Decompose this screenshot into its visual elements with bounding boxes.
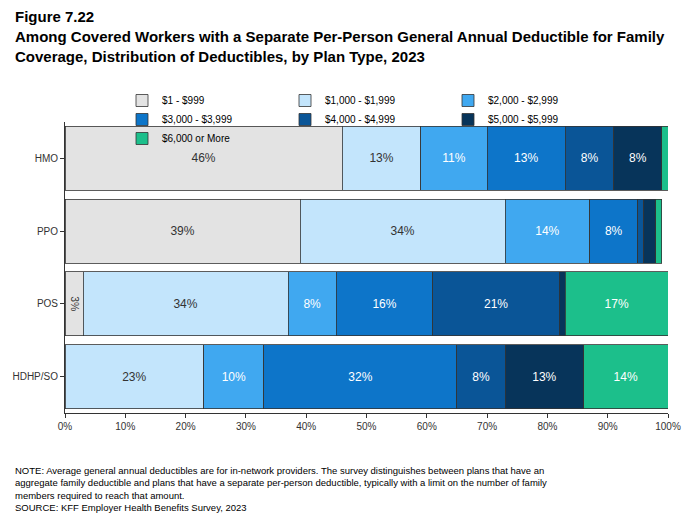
svg-text:$5,000 - $5,999: $5,000 - $5,999 [488,114,558,125]
svg-text:39%: 39% [170,224,194,238]
svg-text:32%: 32% [348,370,372,384]
svg-text:8%: 8% [472,370,490,384]
svg-text:HMO: HMO [35,153,59,164]
svg-text:Among Covered Workers with a S: Among Covered Workers with a Separate Pe… [15,28,665,65]
svg-text:30%: 30% [236,421,256,432]
svg-text:$3,000 - $3,999: $3,000 - $3,999 [162,114,232,125]
svg-text:8%: 8% [303,297,321,311]
svg-text:8%: 8% [629,151,647,165]
svg-text:17%: 17% [605,297,629,311]
svg-text:$1,000 - $1,999: $1,000 - $1,999 [325,95,395,106]
svg-text:46%: 46% [192,151,216,165]
svg-text:60%: 60% [417,421,437,432]
svg-text:$2,000 - $2,999: $2,000 - $2,999 [488,95,558,106]
svg-text:70%: 70% [477,421,497,432]
svg-text:16%: 16% [372,297,396,311]
svg-text:8%: 8% [605,224,623,238]
svg-text:50%: 50% [356,421,376,432]
svg-text:80%: 80% [537,421,557,432]
svg-text:90%: 90% [598,421,618,432]
svg-text:HDHP/SO: HDHP/SO [12,371,58,382]
svg-text:$1 - $999: $1 - $999 [162,95,205,106]
svg-text:34%: 34% [391,224,415,238]
svg-text:10%: 10% [222,370,246,384]
svg-text:10%: 10% [115,421,135,432]
svg-text:11%: 11% [442,151,465,165]
svg-text:$6,000 or More: $6,000 or More [162,133,230,144]
svg-text:PPO: PPO [37,226,58,237]
svg-text:8%: 8% [581,151,599,165]
svg-text:20%: 20% [176,421,196,432]
svg-text:NOTE: Average general annual d: NOTE: Average general annual deductibles… [15,465,547,513]
svg-text:POS: POS [37,298,58,309]
svg-text:23%: 23% [122,370,146,384]
svg-text:$4,000 - $4,999: $4,000 - $4,999 [325,114,395,125]
svg-text:14%: 14% [535,224,559,238]
svg-text:40%: 40% [296,421,316,432]
svg-text:13%: 13% [532,370,556,384]
svg-text:Figure 7.22: Figure 7.22 [15,8,94,25]
svg-text:3%: 3% [69,296,80,311]
svg-text:0%: 0% [58,421,73,432]
svg-text:14%: 14% [614,370,638,384]
svg-text:100%: 100% [655,421,681,432]
svg-text:13%: 13% [514,151,538,165]
svg-text:13%: 13% [369,151,393,165]
svg-text:34%: 34% [173,297,197,311]
svg-text:21%: 21% [484,297,508,311]
